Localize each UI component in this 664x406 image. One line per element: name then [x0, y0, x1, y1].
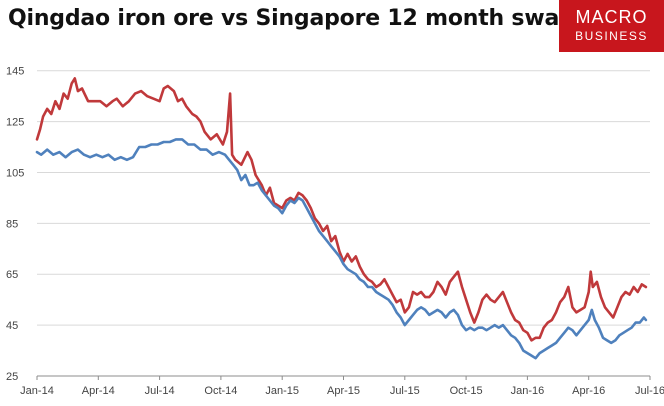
- chart-series: [35, 77, 648, 360]
- y-tick-label-145: 145: [6, 66, 24, 78]
- x-tick-label-Jan-14: Jan-14: [20, 385, 54, 397]
- x-tick-label-Apr-16: Apr-16: [572, 385, 605, 397]
- y-tick-label-85: 85: [6, 218, 18, 230]
- chart-title: Qingdao iron ore vs Singapore 12 month s…: [8, 6, 575, 31]
- x-tick-label-Jan-15: Jan-15: [265, 385, 299, 397]
- y-tick-label-105: 105: [6, 167, 24, 179]
- x-tick-label-Jul-16: Jul-16: [635, 385, 664, 397]
- logo-text-line-2: BUSINESS: [575, 29, 648, 43]
- x-tick-label-Apr-14: Apr-14: [82, 385, 115, 397]
- series-line-qingdao-iron-ore: [35, 77, 648, 342]
- y-tick-label-65: 65: [6, 269, 18, 281]
- y-tick-label-125: 125: [6, 117, 24, 129]
- series-line-singapore-12-month-swap: [35, 138, 648, 360]
- x-tick-label-Oct-14: Oct-14: [204, 385, 237, 397]
- y-tick-label-25: 25: [6, 371, 18, 383]
- y-tick-label-45: 45: [6, 320, 18, 332]
- x-tick-label-Jan-16: Jan-16: [511, 385, 545, 397]
- x-tick-label-Jul-14: Jul-14: [145, 385, 175, 397]
- macro-business-logo: MACRO BUSINESS: [559, 0, 664, 52]
- chart-gridlines: [37, 70, 650, 326]
- x-tick-label-Jul-15: Jul-15: [390, 385, 420, 397]
- logo-text-line-1: MACRO: [575, 7, 648, 27]
- x-tick-label-Apr-15: Apr-15: [327, 385, 360, 397]
- chart-axes: 25 45 65 85 105 125 145 Jan-14 Apr-14 Jul-14 Oct-1…: [6, 66, 664, 397]
- x-tick-label-Oct-15: Oct-15: [450, 385, 483, 397]
